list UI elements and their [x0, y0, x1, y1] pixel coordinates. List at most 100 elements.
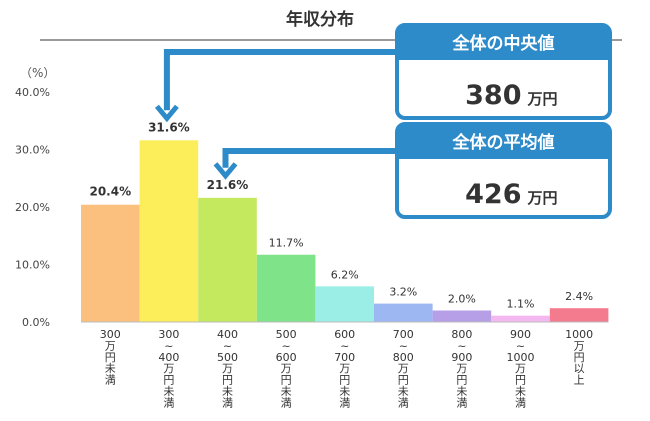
category-label-line: 円 — [398, 374, 409, 387]
category-label-line: 円 — [339, 374, 350, 387]
bar-value-label: 2.0% — [448, 293, 476, 306]
category-label-line: 1000 — [565, 328, 593, 341]
y-tick-label: 20.0% — [15, 201, 50, 214]
category-label-line: ~ — [516, 339, 525, 352]
category-label-line: 未 — [163, 385, 174, 398]
category-label-line: 満 — [105, 374, 116, 387]
category-label-line: 未 — [339, 385, 350, 398]
callout-unit: 万円 — [527, 90, 558, 108]
category-label-line: 未 — [456, 385, 467, 398]
category-label-line: 800 — [393, 351, 414, 364]
category-label-line: 万 — [281, 362, 292, 375]
bar-value-label: 1.1% — [507, 298, 535, 311]
callout-box: 全体の中央値 380 万円 — [154, 23, 612, 123]
category-label-line: 円 — [163, 374, 174, 387]
bar — [315, 286, 374, 322]
category-label-line: ~ — [223, 339, 232, 352]
category-label-line: 上 — [574, 374, 585, 387]
callout-header — [397, 25, 610, 60]
callout-header — [397, 124, 610, 159]
category-label-line: 未 — [222, 385, 233, 398]
category-label-line: 未 — [515, 385, 526, 398]
callout-unit: 万円 — [527, 189, 558, 207]
arrowhead-icon — [213, 162, 238, 180]
y-tick-label: 30.0% — [15, 144, 50, 157]
callout-value: 380 — [465, 80, 521, 111]
category-label-line: 400 — [217, 328, 238, 341]
category-label-line: ~ — [457, 339, 466, 352]
bar — [432, 310, 492, 322]
bar-value-label: 20.4% — [89, 185, 131, 199]
category-label-line: 円 — [456, 374, 467, 387]
category-label-line: 未 — [398, 385, 409, 398]
category-label-line: 万 — [398, 362, 409, 375]
category-label-line: 万 — [339, 362, 350, 375]
callout-heading: 全体の平均値 — [452, 132, 555, 153]
category-label-line: 万 — [515, 362, 526, 375]
category-label-line: 満 — [222, 396, 233, 409]
bar — [491, 315, 550, 322]
category-label-line: 400 — [158, 351, 179, 364]
category-label-line: 700 — [393, 328, 414, 341]
bars — [81, 140, 609, 322]
category-label-line: ~ — [340, 339, 349, 352]
category-label-line: 600 — [334, 328, 355, 341]
bar-value-label: 6.2% — [331, 268, 359, 281]
callout-heading: 全体の中央値 — [452, 33, 555, 54]
category-label-line: ~ — [281, 339, 290, 352]
category-label-line: 800 — [451, 328, 472, 341]
bar — [139, 140, 199, 322]
y-unit-label: （%） — [20, 66, 55, 80]
category-label-line: 円 — [105, 351, 116, 364]
bar-value-label: 11.7% — [269, 237, 304, 250]
category-label-line: 万 — [456, 362, 467, 375]
chart-title: 年収分布 — [286, 9, 354, 30]
y-axis: 40.0% 30.0% 20.0% 10.0% 0.0% — [15, 86, 50, 329]
category-label-line: 700 — [334, 351, 355, 364]
category-label-line: 万 — [222, 362, 233, 375]
category-label-line: 満 — [339, 396, 350, 409]
category-label-line: 900 — [451, 351, 472, 364]
category-label-line: 未 — [281, 385, 292, 398]
callout-connector — [222, 148, 397, 168]
category-label-line: 900 — [510, 328, 531, 341]
category-label-line: 満 — [281, 396, 292, 409]
category-label-line: 満 — [456, 396, 467, 409]
category-label-line: 以 — [574, 362, 585, 375]
category-label-line: 300 — [158, 328, 179, 341]
value-labels: 20.4% 31.6% 21.6% 11.7% 6.2% 3.2% 2.0% 1.1% 2.4% — [89, 120, 593, 310]
category-label-line: 円 — [222, 374, 233, 387]
category-label-line: 未 — [105, 362, 116, 375]
category-label-line: 円 — [281, 374, 292, 387]
category-label-line: 300 — [100, 328, 121, 341]
bar-value-label: 2.4% — [565, 290, 593, 303]
bar-value-label: 3.2% — [389, 286, 417, 299]
callout-value: 426 — [465, 179, 521, 210]
category-label-line: 1000 — [507, 351, 535, 364]
bar — [81, 204, 140, 322]
arrowhead-icon — [154, 104, 179, 123]
bar — [256, 254, 316, 322]
category-label-line: 万 — [105, 339, 116, 352]
category-label-line: 満 — [163, 396, 174, 409]
category-label-line: 万 — [574, 339, 585, 352]
category-label-line: 500 — [276, 328, 297, 341]
y-tick-label: 40.0% — [15, 86, 50, 99]
bar — [549, 308, 609, 322]
callout-box: 全体の平均値 426 万円 — [213, 122, 612, 219]
y-tick-label: 0.0% — [22, 316, 50, 329]
category-label-line: 600 — [276, 351, 297, 364]
bar-value-label: 31.6% — [148, 120, 190, 134]
bar-value-label: 21.6% — [207, 178, 249, 192]
